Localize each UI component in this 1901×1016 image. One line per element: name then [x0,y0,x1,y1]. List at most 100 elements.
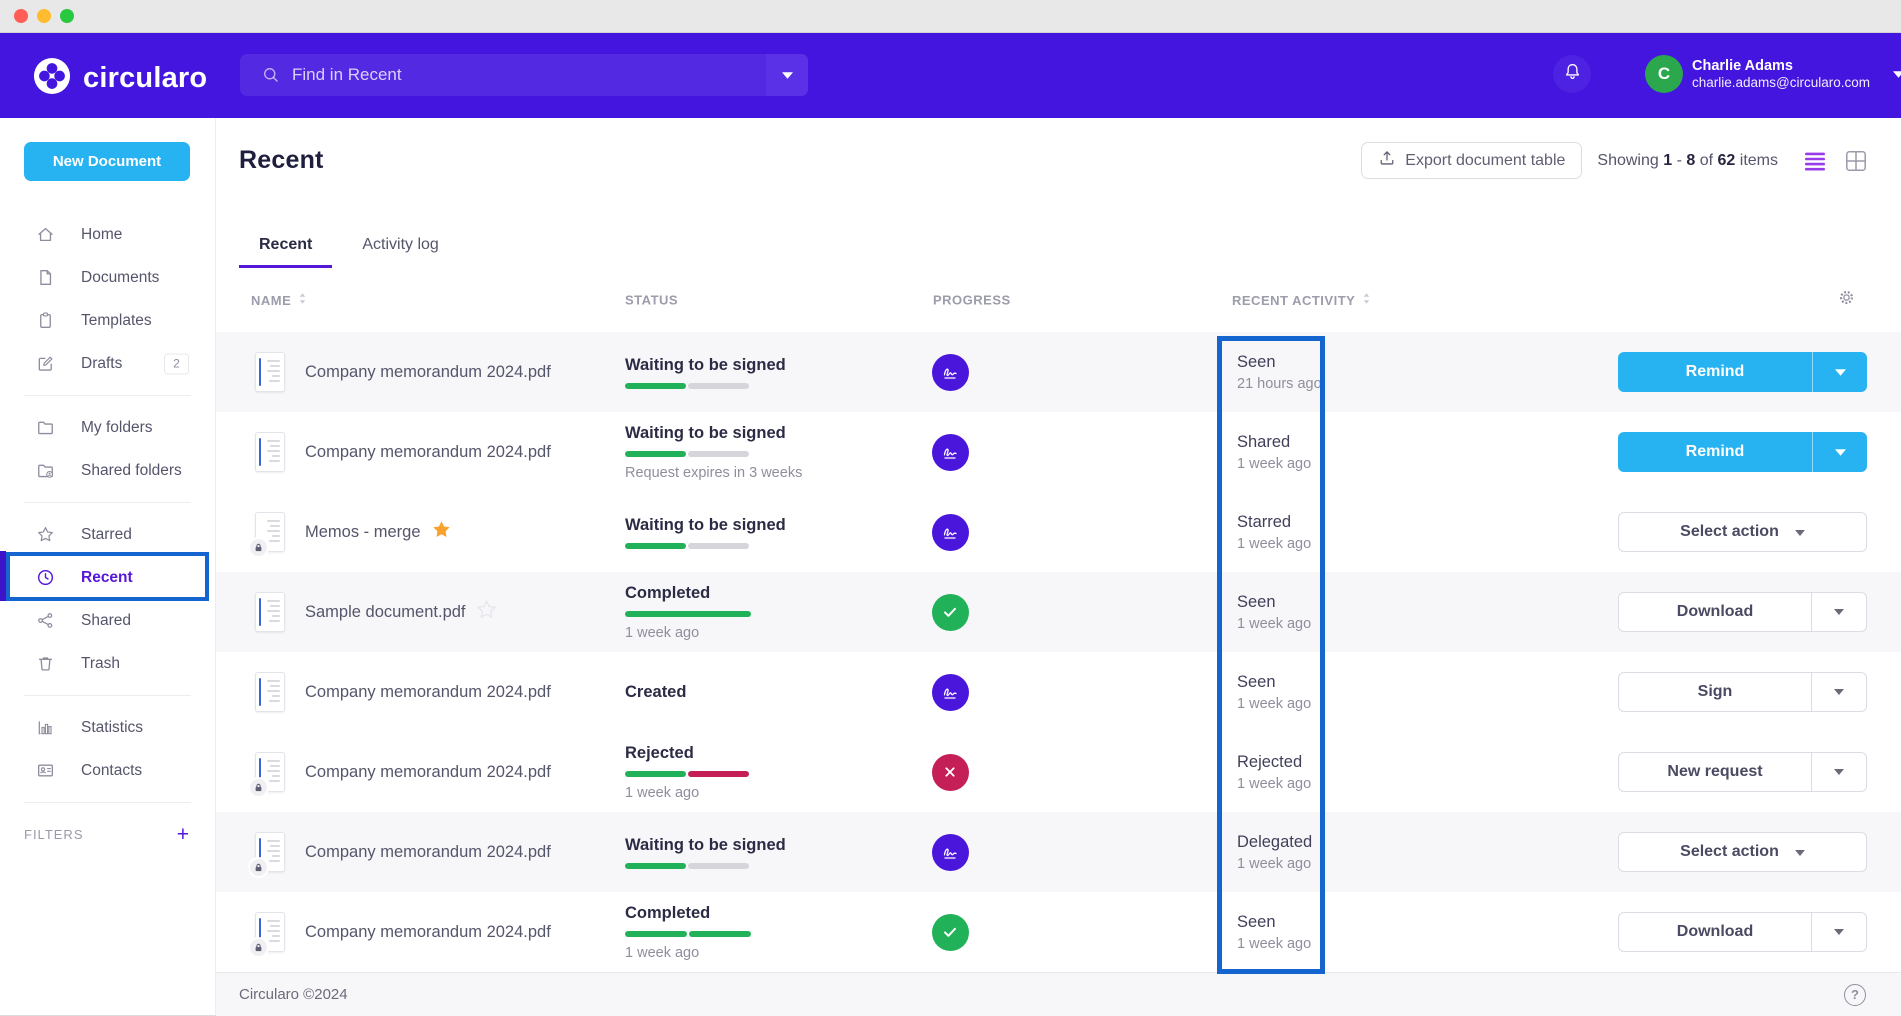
signature-pending-icon [931,673,969,711]
tab-activity-log[interactable]: Activity log [362,235,439,253]
remind-button[interactable]: Remind [1618,432,1867,472]
sidebar-item-label: Shared folders [81,461,182,479]
star-outline-icon[interactable] [476,599,497,625]
grid-view-toggle[interactable] [1845,150,1867,172]
sidebar-item-shared[interactable]: Shared [0,599,215,642]
document-name[interactable]: Company memorandum 2024.pdf [305,762,551,781]
document-name[interactable]: Company memorandum 2024.pdf [305,922,551,941]
new-document-button[interactable]: New Document [24,142,190,181]
progress-bar [625,770,915,777]
sidebar-item-recent[interactable]: Recent [0,556,215,599]
add-filter-button[interactable]: + [176,823,189,846]
close-button[interactable] [14,9,28,23]
stats-icon [36,718,55,737]
table-row[interactable]: Memos - merge Waiting to be signed Starred… [216,492,1901,572]
share-icon [36,611,55,630]
new-request-button[interactable]: New request [1618,752,1867,792]
app-logo[interactable]: circularo [33,57,207,100]
folder-icon [36,418,55,437]
action-dropdown-toggle[interactable] [1811,913,1866,951]
table-row[interactable]: Company memorandum 2024.pdf Created Seen 1 … [216,652,1901,732]
zoom-button[interactable] [60,9,74,23]
activity-time: 1 week ago [1237,455,1312,472]
recent-activity-cell: Delegated 1 week ago [1237,833,1487,872]
remind-button[interactable]: Remind [1618,352,1867,392]
sidebar-item-trash[interactable]: Trash [0,642,215,685]
select-action-button[interactable]: Select action [1618,832,1867,872]
select-action-button[interactable]: Select action [1618,512,1867,552]
sign-button[interactable]: Sign [1618,672,1867,712]
completed-check-icon [931,593,969,631]
signature-pending-icon [931,513,969,551]
export-icon [1378,149,1396,172]
column-header-name[interactable]: NAME [251,292,307,308]
activity-time: 1 week ago [1237,775,1312,792]
document-thumbnail [248,512,285,558]
document-name[interactable]: Company memorandum 2024.pdf [305,842,551,861]
action-dropdown-toggle[interactable] [1811,753,1866,791]
action-dropdown-toggle[interactable] [1811,593,1866,631]
showing-items-count: Showing 1 - 8 of 62 items [1597,151,1778,169]
sidebar-item-statistics[interactable]: Statistics [0,706,215,749]
action-cell: New request [1618,752,1867,792]
document-name[interactable]: Company memorandum 2024.pdf [305,442,551,461]
sidebar-item-shared-folders[interactable]: Shared folders [0,449,215,492]
user-avatar: C [1645,55,1683,93]
sidebar-divider [24,502,191,503]
action-dropdown-toggle[interactable] [1811,673,1866,711]
status-subtext: 1 week ago [625,784,700,801]
table-row[interactable]: Company memorandum 2024.pdf Waiting to be… [216,812,1901,892]
download-button[interactable]: Download [1618,912,1867,952]
sidebar-item-my-folders[interactable]: My folders [0,406,215,449]
table-row[interactable]: Company memorandum 2024.pdf Waiting to be… [216,332,1901,412]
folder-shared-icon [36,461,55,480]
table-row[interactable]: Company memorandum 2024.pdf Rejected 1 wee… [216,732,1901,812]
search-icon [262,66,280,84]
document-name[interactable]: Company memorandum 2024.pdf [305,362,551,381]
sidebar-item-home[interactable]: Home [0,213,215,256]
tab-recent[interactable]: Recent [239,224,333,268]
global-search [240,54,808,96]
table-row[interactable]: Sample document.pdf Completed 1 week ago Se… [216,572,1901,652]
sidebar-item-documents[interactable]: Documents [0,256,215,299]
action-dropdown-toggle[interactable] [1812,432,1867,472]
user-menu-caret-icon [1893,65,1901,83]
sidebar-item-label: Recent [81,568,133,586]
sidebar-divider [24,802,191,803]
sidebar-item-starred[interactable]: Starred [0,513,215,556]
user-menu[interactable]: C Charlie Adams charlie.adams@circularo.… [1645,55,1901,93]
logo-text: circularo [83,62,208,94]
list-view-toggle[interactable] [1804,150,1826,172]
sidebar-item-contacts[interactable]: Contacts [0,749,215,792]
drafts-count-badge: 2 [164,353,189,374]
column-header-recent-activity[interactable]: RECENT ACTIVITY [1232,292,1371,308]
activity-time: 1 week ago [1237,615,1312,632]
starred-icon[interactable] [431,519,452,545]
action-dropdown-toggle[interactable] [1812,352,1867,392]
status-label: Rejected [625,743,694,762]
sidebar-active-accent-bar [0,551,6,601]
sidebar-nav: Home Documents Templates Drafts 2 My folders S… [0,213,215,792]
sidebar: New Document Home Documents Templates Draft… [0,118,216,1015]
sidebar-item-templates[interactable]: Templates [0,299,215,342]
table-settings-button[interactable] [1838,289,1855,311]
recent-activity-cell: Seen 21 hours ago [1237,353,1487,392]
sidebar-divider [24,395,191,396]
table-row[interactable]: Company memorandum 2024.pdf Completed 1 we… [216,892,1901,972]
status-label: Created [625,682,687,701]
notifications-button[interactable] [1553,55,1591,93]
download-button[interactable]: Download [1618,592,1867,632]
recent-activity-cell: Rejected 1 week ago [1237,753,1487,792]
export-document-table-button[interactable]: Export document table [1361,142,1583,179]
minimize-button[interactable] [37,9,51,23]
search-input[interactable] [290,64,766,86]
progress-cell [915,433,985,471]
sidebar-item-drafts[interactable]: Drafts 2 [0,342,215,385]
document-name[interactable]: Company memorandum 2024.pdf [305,682,551,701]
document-name[interactable]: Memos - merge [305,519,625,545]
table-row[interactable]: Company memorandum 2024.pdf Waiting to be… [216,412,1901,492]
document-name[interactable]: Sample document.pdf [305,599,625,625]
search-scope-dropdown[interactable] [766,54,808,96]
help-button[interactable]: ? [1844,983,1866,1006]
status-label: Waiting to be signed [625,835,786,854]
